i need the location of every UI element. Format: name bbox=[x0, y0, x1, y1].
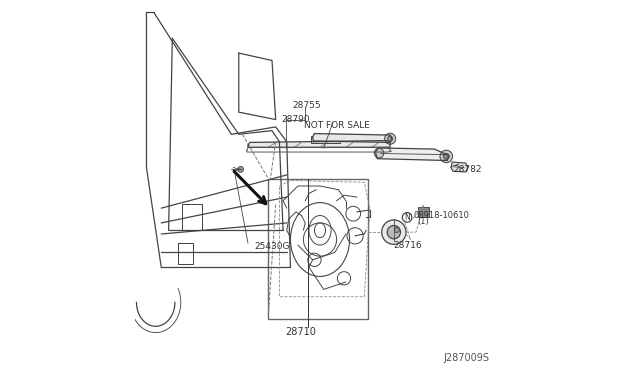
Polygon shape bbox=[248, 141, 390, 147]
Text: 28790: 28790 bbox=[281, 115, 310, 124]
Text: 25430G: 25430G bbox=[255, 243, 290, 251]
Bar bbox=[182, 205, 202, 230]
Circle shape bbox=[381, 220, 406, 244]
Circle shape bbox=[444, 154, 449, 160]
Circle shape bbox=[388, 136, 393, 141]
Circle shape bbox=[394, 227, 399, 232]
Text: J287009S: J287009S bbox=[444, 353, 490, 363]
Text: N: N bbox=[404, 213, 410, 222]
Polygon shape bbox=[312, 134, 392, 142]
Text: 28716: 28716 bbox=[394, 241, 422, 250]
Bar bbox=[178, 243, 193, 263]
Circle shape bbox=[387, 225, 401, 239]
Text: 08918-10610: 08918-10610 bbox=[414, 211, 470, 220]
Text: 28782: 28782 bbox=[453, 165, 481, 174]
Text: 28710: 28710 bbox=[285, 327, 316, 337]
Text: NOT FOR SALE: NOT FOR SALE bbox=[303, 121, 369, 129]
Bar bbox=[268, 179, 368, 319]
Polygon shape bbox=[376, 148, 449, 161]
Text: 28755: 28755 bbox=[292, 101, 321, 110]
Circle shape bbox=[440, 150, 452, 163]
Polygon shape bbox=[451, 162, 468, 172]
Circle shape bbox=[385, 133, 396, 144]
Bar bbox=[311, 136, 340, 143]
Circle shape bbox=[374, 148, 384, 158]
Text: (1): (1) bbox=[417, 217, 429, 226]
Circle shape bbox=[237, 166, 244, 172]
Bar bbox=[418, 206, 429, 217]
